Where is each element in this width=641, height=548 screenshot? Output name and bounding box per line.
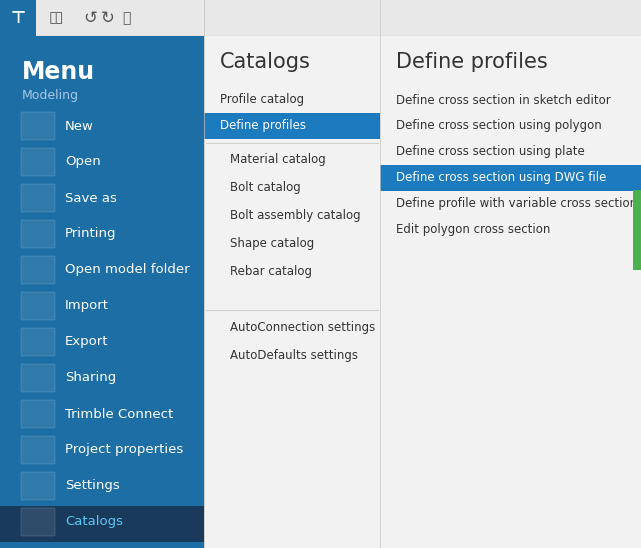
Text: AutoConnection settings: AutoConnection settings [230,322,375,334]
FancyBboxPatch shape [21,328,55,356]
Text: Rebar catalog: Rebar catalog [230,265,312,278]
FancyBboxPatch shape [21,220,55,248]
Text: Catalogs: Catalogs [65,516,123,528]
Text: ↺: ↺ [83,9,97,27]
Text: Settings: Settings [65,480,120,493]
Text: Edit polygon cross section: Edit polygon cross section [396,224,551,237]
FancyBboxPatch shape [21,112,55,140]
FancyBboxPatch shape [21,436,55,464]
Bar [0,506,204,542]
Text: Import: Import [65,300,109,312]
Text: Menu: Menu [22,60,95,84]
Text: Save as: Save as [65,191,117,204]
Text: Define cross section using plate: Define cross section using plate [396,146,585,158]
Text: ↻: ↻ [101,9,115,27]
Text: Open model folder: Open model folder [65,264,190,277]
Text: Open: Open [65,156,101,168]
Bar [204,36,380,548]
Bar [204,113,380,139]
Text: New: New [65,119,94,133]
FancyBboxPatch shape [21,364,55,392]
Text: ⊤: ⊤ [10,9,26,27]
Bar [380,165,641,191]
Text: Define profile with variable cross section: Define profile with variable cross secti… [396,197,637,210]
FancyBboxPatch shape [21,472,55,500]
Bar [0,36,204,548]
Text: Sharing: Sharing [65,372,116,385]
Text: Define cross section using DWG file: Define cross section using DWG file [396,172,606,185]
Text: Shape catalog: Shape catalog [230,237,314,250]
FancyBboxPatch shape [21,292,55,320]
FancyBboxPatch shape [21,184,55,212]
Text: Define cross section in sketch editor: Define cross section in sketch editor [396,94,611,106]
FancyBboxPatch shape [21,148,55,176]
Text: Trimble Connect: Trimble Connect [65,408,173,420]
Text: Export: Export [65,335,108,349]
Text: Catalogs: Catalogs [220,52,311,72]
Text: ⏱: ⏱ [122,11,130,25]
Text: Define cross section using polygon: Define cross section using polygon [396,119,602,133]
Text: Printing: Printing [65,227,117,241]
FancyBboxPatch shape [21,508,55,536]
Bar [0,0,36,36]
Text: Modeling: Modeling [22,89,79,102]
Bar [633,190,641,270]
Bar [380,36,641,548]
Text: AutoDefaults settings: AutoDefaults settings [230,350,358,362]
Text: Bolt assembly catalog: Bolt assembly catalog [230,209,361,222]
Text: Define profiles: Define profiles [396,52,548,72]
Text: Define profiles: Define profiles [220,119,306,133]
FancyBboxPatch shape [21,256,55,284]
Text: Project properties: Project properties [65,443,183,456]
Text: ◫: ◫ [49,10,63,26]
Text: Material catalog: Material catalog [230,153,326,167]
FancyBboxPatch shape [21,400,55,428]
Text: Profile catalog: Profile catalog [220,94,304,106]
Text: Bolt catalog: Bolt catalog [230,181,301,195]
Bar [0,0,641,36]
